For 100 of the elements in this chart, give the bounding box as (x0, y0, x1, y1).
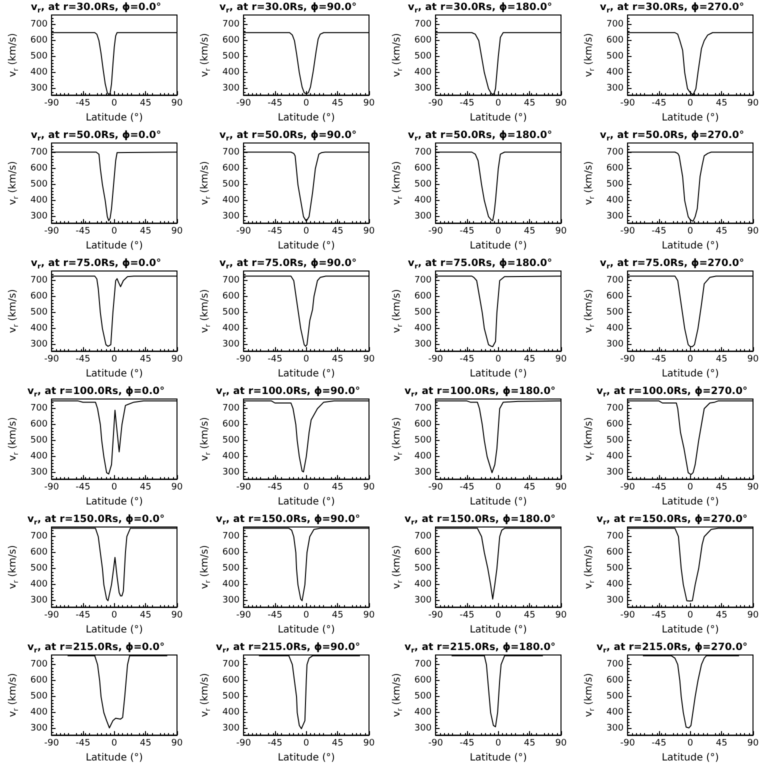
x-tick-label: -90 (428, 482, 444, 493)
x-tick-label: -45 (652, 226, 666, 237)
y-tick-label: 300 (414, 212, 432, 222)
x-axis-title: Latitude (°) (278, 752, 335, 764)
x-tick-label: 90 (747, 610, 759, 621)
y-tick-label: 400 (222, 452, 240, 462)
y-tick-label: 300 (30, 84, 48, 94)
x-tick-label: -90 (44, 98, 60, 109)
x-tick-label: -90 (428, 226, 444, 237)
x-tick-label: 0 (495, 354, 502, 365)
x-tick-label: 45 (332, 98, 344, 109)
x-tick-label: 0 (687, 354, 694, 365)
y-tick-label: 400 (606, 580, 624, 590)
y-tick-label: 400 (606, 68, 624, 78)
y-tick-label: 500 (222, 692, 240, 702)
x-axis-title: Latitude (°) (470, 240, 527, 252)
x-tick-label: -90 (620, 738, 636, 749)
x-tick-label: 0 (303, 226, 310, 237)
x-tick-label: 45 (716, 226, 728, 237)
y-tick-label: 700 (30, 404, 48, 414)
y-tick-label: 400 (222, 708, 240, 718)
x-tick-label: 90 (171, 226, 183, 237)
y-tick-label: 500 (414, 308, 432, 318)
x-axis-title: Latitude (°) (662, 368, 719, 380)
x-tick-label: 45 (716, 610, 728, 621)
x-axis-title: Latitude (°) (662, 496, 719, 508)
x-axis-title: Latitude (°) (86, 112, 143, 124)
y-tick-label: 300 (414, 596, 432, 606)
x-tick-label: 0 (303, 482, 310, 493)
y-tick-label: 300 (30, 724, 48, 734)
y-tick-label: 600 (222, 36, 240, 46)
y-tick-label: 400 (414, 708, 432, 718)
x-tick-label: 0 (111, 354, 118, 365)
y-tick-label: 700 (222, 20, 240, 30)
y-tick-label: 700 (222, 532, 240, 542)
y-tick-label: 300 (30, 468, 48, 478)
x-tick-label: 0 (303, 610, 310, 621)
y-tick-label: 300 (222, 84, 240, 94)
x-tick-label: -90 (44, 354, 60, 365)
x-axis-title: Latitude (°) (470, 624, 527, 636)
x-tick-label: -90 (428, 610, 444, 621)
y-tick-label: 700 (414, 20, 432, 30)
x-tick-label: 90 (363, 610, 375, 621)
y-tick-label: 700 (414, 148, 432, 158)
y-tick-label: 700 (30, 148, 48, 158)
y-tick-label: 400 (222, 68, 240, 78)
y-tick-label: 700 (222, 404, 240, 414)
x-tick-label: 90 (363, 482, 375, 493)
y-tick-label: 500 (222, 52, 240, 62)
x-axis-title: Latitude (°) (86, 496, 143, 508)
x-axis-title: Latitude (°) (86, 368, 143, 380)
y-tick-label: 500 (222, 308, 240, 318)
x-tick-label: -90 (236, 98, 252, 109)
x-tick-label: 0 (687, 738, 694, 749)
x-axis-title: Latitude (°) (662, 112, 719, 124)
y-tick-label: 600 (222, 548, 240, 558)
y-tick-label: 400 (414, 68, 432, 78)
x-tick-label: 45 (140, 482, 152, 493)
y-tick-label: 600 (414, 164, 432, 174)
x-tick-label: 90 (171, 610, 183, 621)
x-tick-label: 0 (303, 98, 310, 109)
y-tick-label: 300 (222, 212, 240, 222)
x-tick-label: 45 (140, 98, 152, 109)
x-tick-label: -90 (620, 354, 636, 365)
x-tick-label: 90 (171, 482, 183, 493)
y-tick-label: 500 (222, 436, 240, 446)
y-tick-label: 400 (30, 324, 48, 334)
y-tick-label: 700 (222, 660, 240, 670)
x-tick-label: 45 (332, 610, 344, 621)
y-tick-label: 500 (414, 436, 432, 446)
x-axis-title: Latitude (°) (86, 240, 143, 252)
y-tick-label: 600 (606, 548, 624, 558)
y-tick-label: 300 (414, 340, 432, 350)
y-tick-label: 700 (414, 660, 432, 670)
x-axis-title: Latitude (°) (86, 624, 143, 636)
y-tick-label: 600 (222, 676, 240, 686)
y-tick-label: 500 (606, 436, 624, 446)
x-tick-label: -45 (652, 610, 666, 621)
y-tick-label: 700 (606, 276, 624, 286)
x-tick-label: 0 (495, 610, 502, 621)
x-tick-label: -45 (460, 610, 474, 621)
y-tick-label: 500 (414, 692, 432, 702)
y-tick-label: 400 (606, 324, 624, 334)
y-tick-label: 300 (30, 596, 48, 606)
y-tick-label: 300 (222, 340, 240, 350)
x-tick-label: 0 (303, 738, 310, 749)
x-tick-label: -90 (620, 482, 636, 493)
y-tick-label: 300 (606, 468, 624, 478)
y-tick-label: 300 (222, 724, 240, 734)
x-tick-label: 90 (555, 98, 567, 109)
x-tick-label: -45 (268, 354, 282, 365)
x-tick-label: 45 (716, 98, 728, 109)
y-tick-label: 300 (606, 340, 624, 350)
y-tick-label: 700 (222, 148, 240, 158)
x-tick-label: -45 (460, 226, 474, 237)
y-tick-label: 500 (222, 180, 240, 190)
x-tick-label: 90 (363, 354, 375, 365)
x-tick-label: 45 (524, 610, 536, 621)
x-axis-title: Latitude (°) (278, 496, 335, 508)
x-tick-label: -45 (268, 738, 282, 749)
